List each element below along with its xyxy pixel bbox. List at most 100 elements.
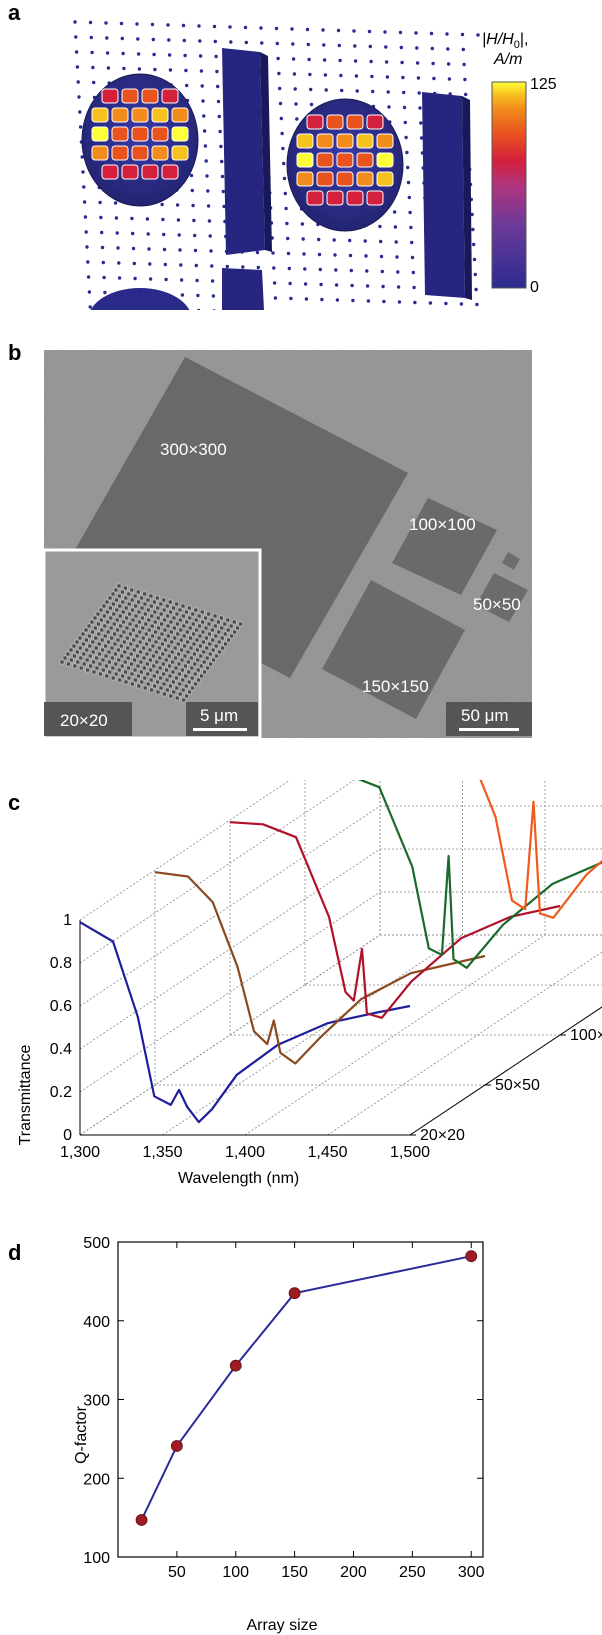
chart-d-ytick: 200 <box>83 1471 110 1488</box>
transmittance-series-150×150 <box>357 780 602 969</box>
chart-c-ztick: 50×50 <box>495 1077 540 1094</box>
chart-c-ylabel: Transmittance <box>17 1045 34 1146</box>
hotspot-element <box>376 133 394 149</box>
hotspot-element <box>161 88 179 104</box>
panel-b-sem-image: 300×300 100×100 50×50 150×150 20×20 5 μm… <box>42 350 532 740</box>
inset-size-label: 20×20 <box>60 711 108 730</box>
hotspot-element <box>376 152 394 168</box>
chart-d-xtick: 100 <box>222 1564 249 1581</box>
hotspot-element <box>326 190 344 206</box>
hotspot-element <box>346 190 364 206</box>
array-150x150 <box>322 580 465 719</box>
chart-d-xtick: 250 <box>399 1564 426 1581</box>
colorbar-title: |H/H0|, <box>482 31 528 51</box>
transmittance-series-50×50 <box>154 871 486 1065</box>
chart-c-xtick: 1,300 <box>60 1144 100 1161</box>
chart-c-ztick: 100×100 <box>570 1027 602 1044</box>
hotspot-element <box>296 133 314 149</box>
hotspot-element <box>326 114 344 130</box>
chart-d-xtick: 150 <box>281 1564 308 1581</box>
hotspot-element <box>356 133 374 149</box>
hotspot-element <box>91 145 109 161</box>
label-300x300: 300×300 <box>160 440 227 459</box>
hotspot-element <box>91 107 109 123</box>
array-50x50-small <box>502 552 520 570</box>
chart-c-xtick: 1,350 <box>142 1144 182 1161</box>
hotspot-element <box>306 190 324 206</box>
inset-scale-bar <box>193 728 247 731</box>
chart-d-ytick: 300 <box>83 1393 110 1410</box>
transmittance-series-100×100 <box>229 821 561 1019</box>
main-scale-bar <box>459 728 519 731</box>
bar-right <box>422 92 465 298</box>
hotspot-element <box>91 126 109 142</box>
hotspot-element <box>171 145 189 161</box>
panel-a-letter: a <box>8 0 21 25</box>
chart-c-xtick: 1,450 <box>307 1144 347 1161</box>
chart-d-xtick: 50 <box>168 1564 186 1581</box>
hotspot-element <box>101 88 119 104</box>
hotspot-element <box>131 145 149 161</box>
hotspot-element <box>121 164 139 180</box>
chart-d-xlabel: Array size <box>246 1617 317 1634</box>
colorbar-max-label: 125 <box>530 76 557 93</box>
hotspot-cluster-right <box>296 114 394 206</box>
chart-d-axes: 50 100 150 200 250 300 100 200 300 400 500 <box>83 1235 484 1581</box>
q-factor-point <box>465 1250 478 1263</box>
hotspot-element <box>316 133 334 149</box>
hotspot-element <box>336 133 354 149</box>
hotspot-element <box>121 88 139 104</box>
hotspot-element <box>306 114 324 130</box>
chart-d-ytick: 400 <box>83 1314 110 1331</box>
colorbar <box>491 81 527 289</box>
panel-c-letter: c <box>8 790 21 815</box>
hotspot-element <box>131 126 149 142</box>
chart-d-series <box>135 1250 478 1526</box>
chart-d-ylabel: Q-factor <box>73 1405 90 1463</box>
chart-c-ytick: 1 <box>63 912 72 929</box>
hotspot-element <box>111 107 129 123</box>
hotspot-element <box>296 152 314 168</box>
label-150x150: 150×150 <box>362 677 429 696</box>
colorbar-units: A/m <box>493 51 522 68</box>
chart-d-xtick: 300 <box>458 1564 485 1581</box>
panel-b-letter: b <box>8 340 22 365</box>
q-factor-point <box>288 1287 301 1300</box>
hotspot-element <box>151 145 169 161</box>
chart-c-ytick: 0 <box>63 1127 72 1144</box>
transmittance-series-300×300 <box>479 780 602 919</box>
hotspot-element <box>111 145 129 161</box>
q-factor-line <box>140 1255 472 1521</box>
chart-c-xlabel: Wavelength (nm) <box>178 1170 299 1187</box>
hotspot-element <box>336 171 354 187</box>
inset-scale-label: 5 μm <box>200 706 238 725</box>
hotspot-element <box>151 107 169 123</box>
hotspot-element <box>171 126 189 142</box>
label-50x50: 50×50 <box>473 595 521 614</box>
chart-d-xtick: 200 <box>340 1564 367 1581</box>
chart-c-ticks: 0 0.2 0.4 0.6 0.8 1 1,300 1,350 1,400 1,450 1,5002… <box>50 912 602 1161</box>
hotspot-element <box>171 107 189 123</box>
chart-c-ytick: 0.2 <box>50 1084 72 1101</box>
transmittance-series-20×20 <box>79 921 411 1124</box>
main-scale-label: 50 μm <box>461 706 509 725</box>
hotspot-element <box>356 171 374 187</box>
chart-c-ytick: 0.6 <box>50 998 72 1015</box>
hotspot-element <box>316 171 334 187</box>
hotspot-element <box>356 152 374 168</box>
array-100x100 <box>392 498 497 595</box>
q-factor-point <box>170 1440 183 1452</box>
transmittance-3d-chart: 0 0.2 0.4 0.6 0.8 1 1,300 1,350 1,400 1,450 1,5002… <box>17 780 602 1187</box>
hotspot-element <box>316 152 334 168</box>
bar-left <box>222 48 265 255</box>
q-factor-chart: 50 100 150 200 250 300 100 200 300 400 500 Array s… <box>73 1235 485 1634</box>
hotspot-element <box>161 164 179 180</box>
chart-c-xtick: 1,500 <box>390 1144 430 1161</box>
label-100x100: 100×100 <box>409 515 476 534</box>
hotspot-element <box>346 114 364 130</box>
hotspot-cluster-left <box>91 88 189 180</box>
hotspot-element <box>366 114 384 130</box>
q-factor-point <box>135 1514 148 1526</box>
hotspot-element <box>366 190 384 206</box>
hotspot-element <box>296 171 314 187</box>
